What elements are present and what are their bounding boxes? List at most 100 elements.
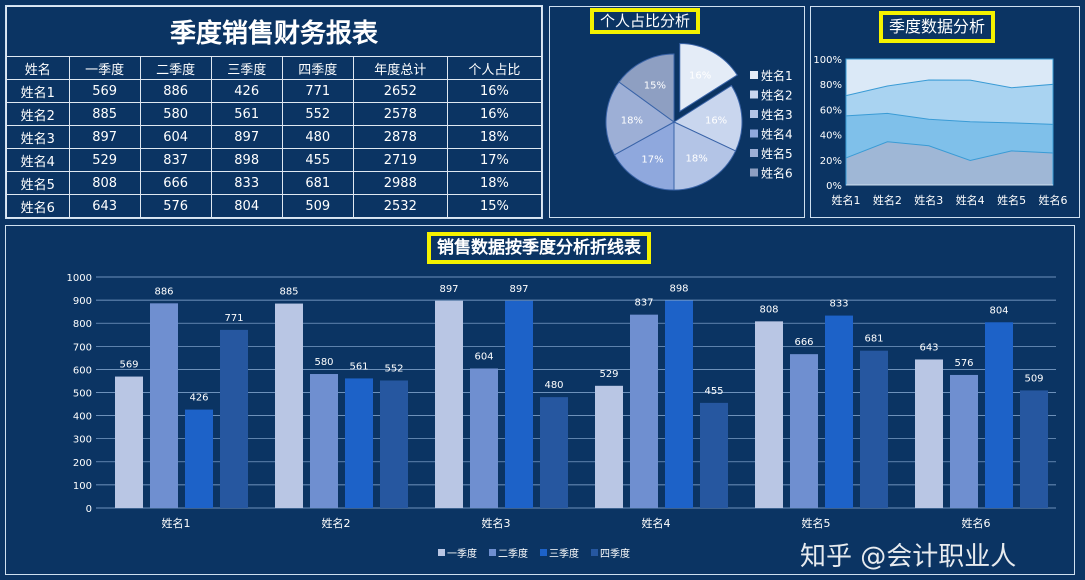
area-title: 季度数据分析 (879, 11, 996, 43)
table-cell: 580 (139, 102, 212, 126)
x-tick-label: 姓名2 (873, 193, 902, 207)
table-row: 姓名1 569 886 426 771 2652 16% (6, 79, 543, 103)
bar-data-label: 455 (704, 386, 723, 397)
x-tick-label: 姓名5 (997, 193, 1026, 207)
table-cell: 姓名5 (6, 171, 70, 195)
table-cell: 16% (446, 79, 543, 103)
table-cell: 姓名6 (6, 194, 70, 218)
column-header: 二季度 (139, 56, 212, 80)
bar-chart: 0 100 200 300 400 500 600 700 800 900 1000 569 886 42… (67, 273, 1056, 560)
legend-label: 姓名3 (761, 107, 793, 122)
legend-swatch (591, 549, 598, 556)
y-tick-label: 1000 (67, 273, 92, 284)
table-cell: 808 (68, 171, 141, 195)
legend-swatch (540, 549, 547, 556)
watermark: 知乎 @会计职业人 (800, 542, 1017, 572)
table-cell: 898 (210, 148, 283, 172)
table-cell: 18% (446, 171, 543, 195)
table-row: 姓名6 643 576 804 509 2532 15% (6, 194, 543, 218)
bar-data-label: 771 (224, 313, 243, 324)
bar (860, 350, 888, 508)
table-cell: 16% (446, 102, 543, 126)
bar-data-label: 833 (829, 299, 848, 310)
table-cell: 姓名1 (6, 79, 70, 103)
pie-data-label: 16% (705, 115, 727, 126)
bar-data-label: 509 (1024, 373, 1043, 384)
x-tick-label: 姓名3 (482, 516, 511, 530)
table-cell: 804 (210, 194, 283, 218)
legend-label: 三季度 (549, 547, 579, 560)
pie-data-label: 17% (641, 154, 663, 165)
y-tick-label: 0% (826, 181, 842, 192)
column-header: 四季度 (281, 56, 354, 80)
legend-label: 二季度 (498, 547, 528, 560)
bar-data-label: 886 (154, 286, 173, 297)
bar (755, 321, 783, 508)
legend-label: 一季度 (447, 547, 477, 560)
legend-label: 姓名6 (761, 166, 793, 181)
pie-panel: 个人占比分析 16% 姓名1 16% 姓名2 18% 姓名3 17% 姓名4 18% 姓名5 15%… (549, 6, 805, 218)
table-row: 姓名4 529 837 898 455 2719 17% (6, 148, 543, 172)
column-header: 三季度 (210, 56, 283, 80)
pie-data-label: 15% (644, 80, 666, 91)
bar-data-label: 837 (634, 298, 653, 309)
bar (630, 314, 658, 508)
pie-slice (605, 81, 675, 156)
y-tick-label: 600 (73, 365, 92, 376)
bar-data-label: 529 (599, 369, 618, 380)
bar-data-label: 666 (794, 337, 813, 348)
table-cell: 771 (281, 79, 354, 103)
legend-label: 姓名4 (761, 127, 793, 142)
bar-data-label: 480 (544, 380, 563, 391)
table-cell: 2532 (352, 194, 448, 218)
bar (150, 303, 178, 508)
pie-data-label: 16% (689, 71, 711, 82)
bar (825, 315, 853, 508)
x-tick-label: 姓名5 (802, 516, 831, 530)
bar (1020, 390, 1048, 508)
table-cell: 569 (68, 79, 141, 103)
area-chart: 0% 20% 40% 60% 80% 100% 姓名1 姓名2 姓名3 姓名4 姓名5 姓名6 (813, 55, 1067, 207)
y-tick-label: 100 (73, 481, 92, 492)
table-cell: 529 (68, 148, 141, 172)
table-cell: 姓名2 (6, 102, 70, 126)
y-tick-label: 400 (73, 412, 92, 423)
legend-label: 姓名2 (761, 88, 793, 103)
pie-slice (673, 121, 737, 191)
table-cell: 480 (281, 125, 354, 149)
bar-data-label: 808 (759, 304, 778, 315)
pie-chart: 16% 姓名1 16% 姓名2 18% 姓名3 17% 姓名4 18% 姓名5 15% 姓名6 (605, 42, 793, 191)
y-tick-label: 0 (86, 504, 92, 515)
pie-slice (672, 84, 743, 152)
legend-label: 四季度 (600, 547, 630, 560)
bar-data-label: 580 (314, 357, 333, 368)
bar (540, 397, 568, 508)
column-header: 一季度 (68, 56, 141, 80)
bar (915, 359, 943, 508)
legend-swatch (750, 110, 758, 118)
table-cell: 833 (210, 171, 283, 195)
bar-data-label: 604 (474, 351, 493, 362)
table-cell: 2878 (352, 125, 448, 149)
x-tick-label: 姓名4 (642, 516, 671, 530)
x-tick-label: 姓名6 (962, 516, 991, 530)
pie-title: 个人占比分析 (590, 8, 701, 34)
table-cell: 17% (446, 148, 543, 172)
bar (310, 374, 338, 508)
bar (700, 402, 728, 508)
table-cell: 681 (281, 171, 354, 195)
bar (665, 300, 693, 508)
bar-data-label: 885 (279, 287, 298, 298)
table-cell: 643 (68, 194, 141, 218)
bar (275, 303, 303, 508)
bar (790, 354, 818, 508)
y-tick-label: 60% (820, 105, 842, 116)
bar (595, 385, 623, 508)
bar-data-label: 426 (189, 393, 208, 404)
table-cell: 2988 (352, 171, 448, 195)
bar (505, 300, 533, 508)
y-tick-label: 900 (73, 296, 92, 307)
table-cell: 2578 (352, 102, 448, 126)
table-cell: 509 (281, 194, 354, 218)
bar-data-label: 898 (669, 284, 688, 295)
